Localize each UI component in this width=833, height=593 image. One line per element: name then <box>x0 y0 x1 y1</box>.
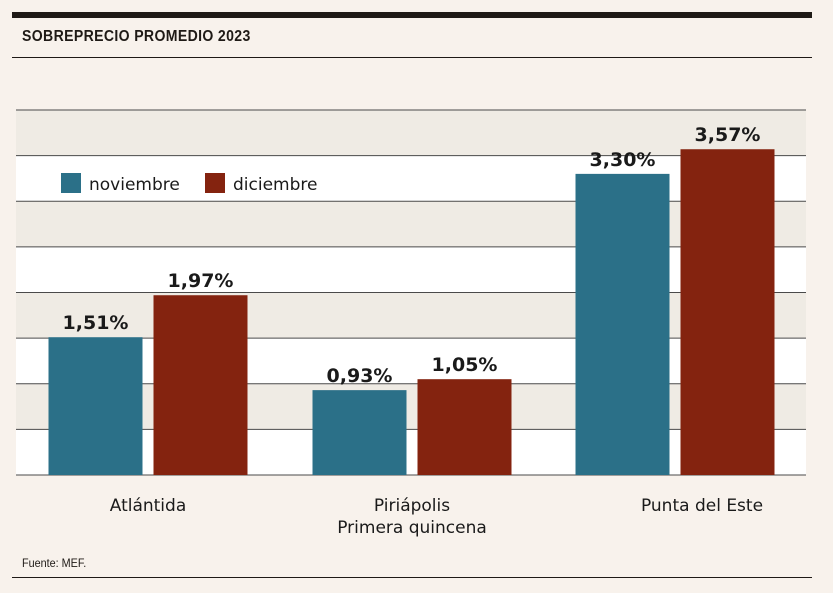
category-label-1: Atlántida <box>110 496 187 516</box>
category-label-2: Piriápolis <box>374 496 450 516</box>
value-label-diciembre-3: 3,57% <box>695 124 761 146</box>
title-rule <box>12 57 812 58</box>
legend-swatch-diciembre <box>205 173 225 193</box>
chart-band <box>16 338 806 384</box>
chart-gridlines <box>16 109 806 476</box>
bar-diciembre-1 <box>153 295 248 475</box>
chart-band <box>16 429 806 475</box>
category-label-2: Primera quincena <box>337 518 487 538</box>
chart-background-bands <box>16 110 806 475</box>
bar-noviembre-2 <box>312 390 407 475</box>
bar-diciembre-2 <box>417 379 512 475</box>
chart-band <box>16 383 806 430</box>
bottom-rule <box>12 577 812 578</box>
chart-bars <box>48 149 775 476</box>
top-rule <box>12 12 812 18</box>
bar-diciembre-3 <box>680 149 775 476</box>
chart-value-labels: 1,51% 0,93% 3,30% 1,97% 1,05% 3,57% <box>63 124 761 387</box>
value-label-noviembre-2: 0,93% <box>327 365 393 387</box>
chart-band <box>16 246 806 293</box>
bar-noviembre-1 <box>48 337 143 475</box>
value-label-diciembre-1: 1,97% <box>168 270 234 292</box>
category-label-3: Punta del Este <box>641 496 763 516</box>
chart-band <box>16 110 806 156</box>
legend-label-noviembre: noviembre <box>89 175 180 195</box>
legend-label-diciembre: diciembre <box>233 175 317 195</box>
legend-swatch-noviembre <box>61 173 81 193</box>
source-note: Fuente: MEF. <box>22 556 87 570</box>
chart-title: SOBREPRECIO PROMEDIO 2023 <box>22 28 251 45</box>
value-label-noviembre-3: 3,30% <box>590 149 656 171</box>
chart-band <box>16 155 806 202</box>
bar-noviembre-3 <box>575 173 670 475</box>
chart-band <box>16 201 806 247</box>
value-label-noviembre-1: 1,51% <box>63 312 129 334</box>
value-label-diciembre-2: 1,05% <box>432 354 498 376</box>
chart-band <box>16 292 806 339</box>
chart-legend: noviembre diciembre <box>61 173 317 195</box>
